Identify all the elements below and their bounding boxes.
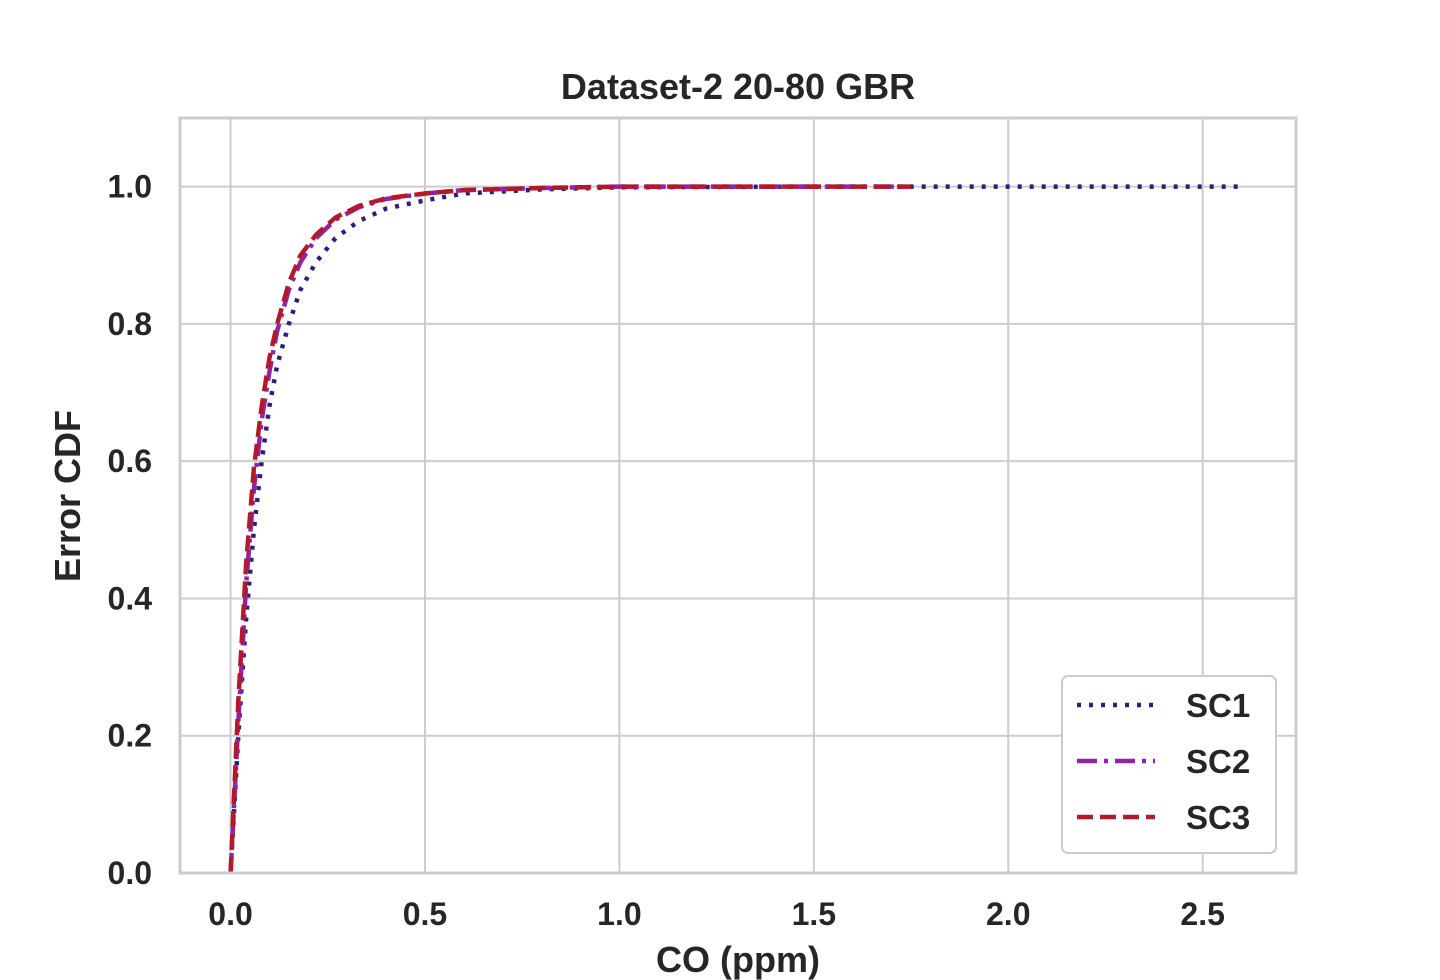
series-lines — [228, 184, 1238, 874]
y-tick-label: 0.0 — [108, 855, 152, 891]
legend: SC1 SC2 SC3 — [1061, 675, 1277, 854]
x-tick-label: 2.5 — [1180, 896, 1224, 932]
legend-label-sc3: SC3 — [1186, 799, 1250, 836]
x-axis-label: CO (ppm) — [656, 939, 820, 980]
y-axis-label: Error CDF — [47, 410, 88, 582]
y-tick-label: 0.2 — [108, 718, 152, 754]
y-tick-label: 0.6 — [108, 443, 152, 479]
series-line-sc1 — [228, 184, 1238, 874]
legend-entries: SC1 SC2 SC3 — [1077, 687, 1250, 836]
legend-box — [1061, 675, 1277, 854]
y-tick-label: 0.8 — [108, 306, 152, 342]
x-tick-label: 2.0 — [986, 896, 1030, 932]
legend-label-sc1: SC1 — [1186, 687, 1250, 724]
legend-label-sc2: SC2 — [1186, 743, 1250, 780]
y-tick-label: 0.4 — [108, 580, 153, 616]
y-tick-label: 1.0 — [108, 169, 152, 205]
x-tick-label: 0.0 — [208, 896, 252, 932]
plot-frame — [178, 116, 1298, 875]
grid — [180, 118, 1296, 874]
x-tick-label: 0.5 — [403, 896, 447, 932]
x-tick-label: 1.5 — [792, 896, 836, 932]
axis-ticks: 0.0 0.5 1.0 1.5 2.0 2.5 0.0 0.2 0.4 0.6 0.8 1.0 — [108, 169, 1225, 932]
series-line-sc3 — [228, 184, 911, 874]
chart-title: Dataset-2 20-80 GBR — [561, 66, 915, 107]
x-tick-label: 1.0 — [597, 896, 641, 932]
